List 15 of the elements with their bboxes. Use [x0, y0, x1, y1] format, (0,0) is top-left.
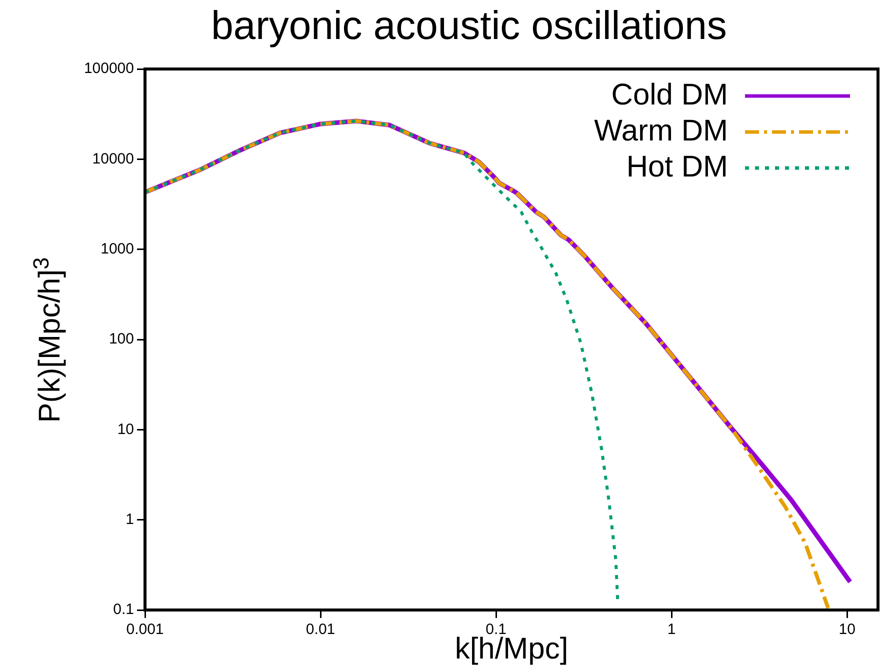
y-tick-label: 100000: [84, 60, 134, 78]
y-tick-label: 1: [126, 510, 134, 528]
y-tick-label: 0.1: [113, 601, 134, 618]
y-tick-label: 100: [108, 330, 134, 348]
legend-label: Warm DM: [594, 114, 728, 148]
y-tick-label: 1000: [100, 240, 134, 258]
x-tick-label: 1: [667, 621, 676, 638]
y-tick-label: 10: [117, 420, 134, 438]
x-tick-label: 10: [838, 621, 856, 638]
y-tick-label: 10000: [92, 150, 134, 168]
x-tick-label: 0.001: [126, 621, 164, 638]
chart-title: baryonic acoustic oscillations: [211, 4, 727, 48]
legend-label: Cold DM: [611, 78, 728, 112]
legend-label: Hot DM: [626, 150, 728, 184]
x-tick-label: 0.01: [306, 621, 336, 638]
